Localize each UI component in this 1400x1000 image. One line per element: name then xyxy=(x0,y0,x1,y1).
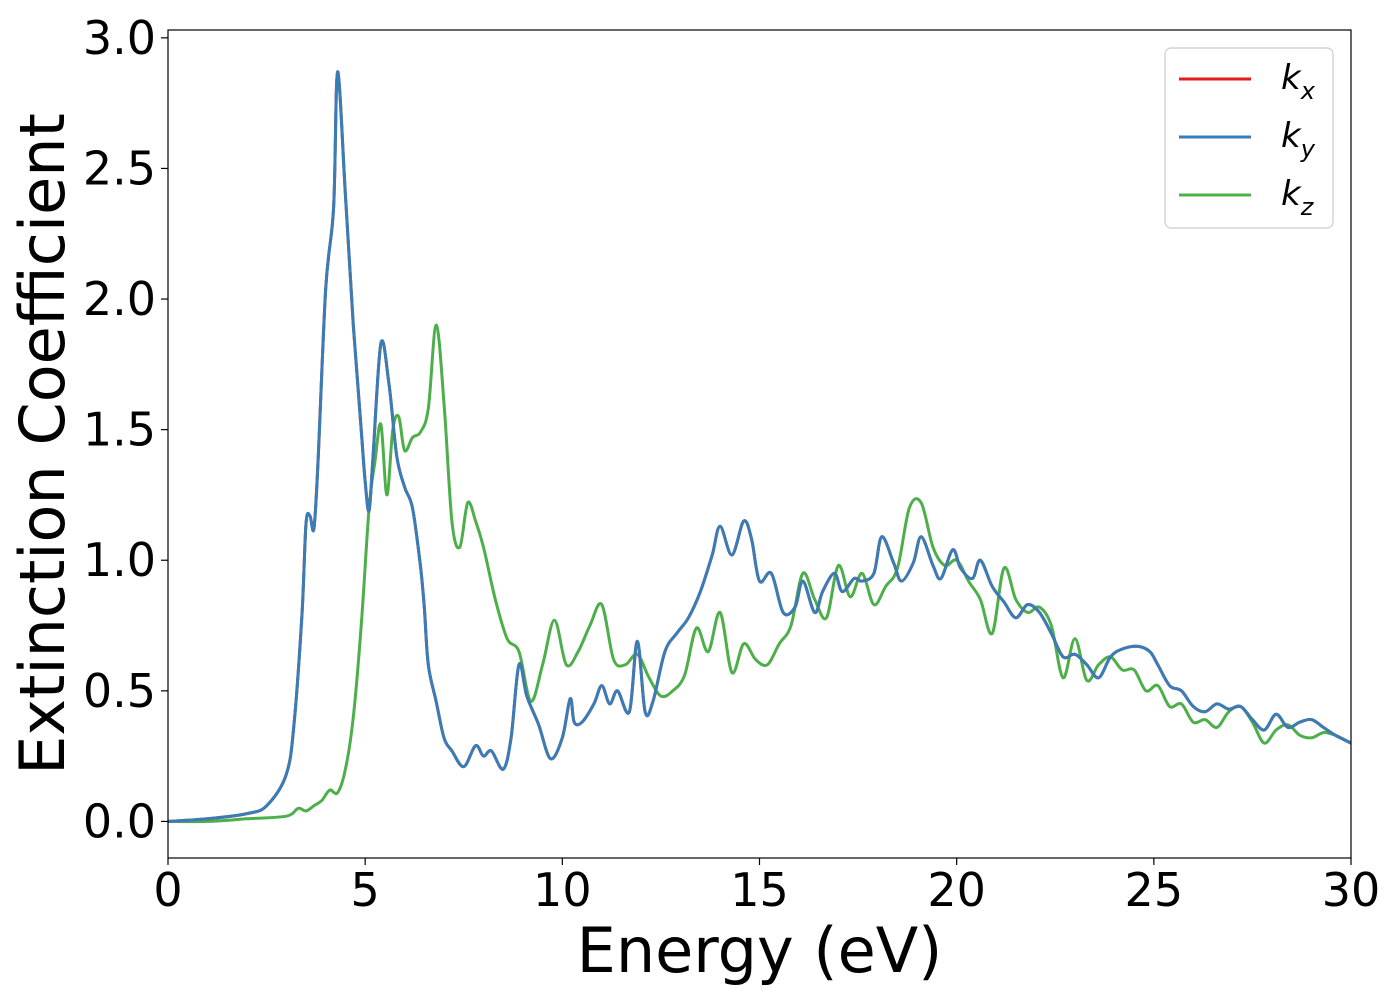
series-layer xyxy=(168,70,1351,824)
x-tick-label: 15 xyxy=(730,863,789,917)
series-line-kz xyxy=(168,323,1351,824)
y-tick-label: 1.0 xyxy=(83,533,156,587)
y-axis-label: Extinction Coefficient xyxy=(6,113,79,775)
x-tick-label: 0 xyxy=(153,863,182,917)
series-line-ky xyxy=(168,70,1351,823)
y-axis: 0.0 0.5 1.0 1.5 2.0 2.5 3.0 xyxy=(83,11,168,848)
legend-label-ky: ky xyxy=(1281,116,1316,163)
x-tick-label: 5 xyxy=(351,863,380,917)
x-tick-label: 20 xyxy=(927,863,986,917)
x-tick-label: 30 xyxy=(1322,863,1381,917)
legend: kx ky kz xyxy=(1164,47,1334,229)
y-tick-label: 1.5 xyxy=(83,403,156,457)
y-tick-label: 3.0 xyxy=(83,11,156,65)
y-tick-label: 2.0 xyxy=(83,272,156,326)
x-axis: 0 5 10 15 20 25 30 xyxy=(153,858,1380,917)
x-tick-label: 10 xyxy=(533,863,592,917)
y-tick-label: 0.5 xyxy=(83,664,156,718)
legend-label-kx: kx xyxy=(1281,58,1316,105)
x-tick-label: 25 xyxy=(1125,863,1184,917)
legend-label-kz: kz xyxy=(1281,174,1315,221)
y-tick-label: 0.0 xyxy=(83,794,156,848)
y-tick-label: 2.5 xyxy=(83,141,156,195)
x-axis-label: Energy (eV) xyxy=(577,914,943,987)
